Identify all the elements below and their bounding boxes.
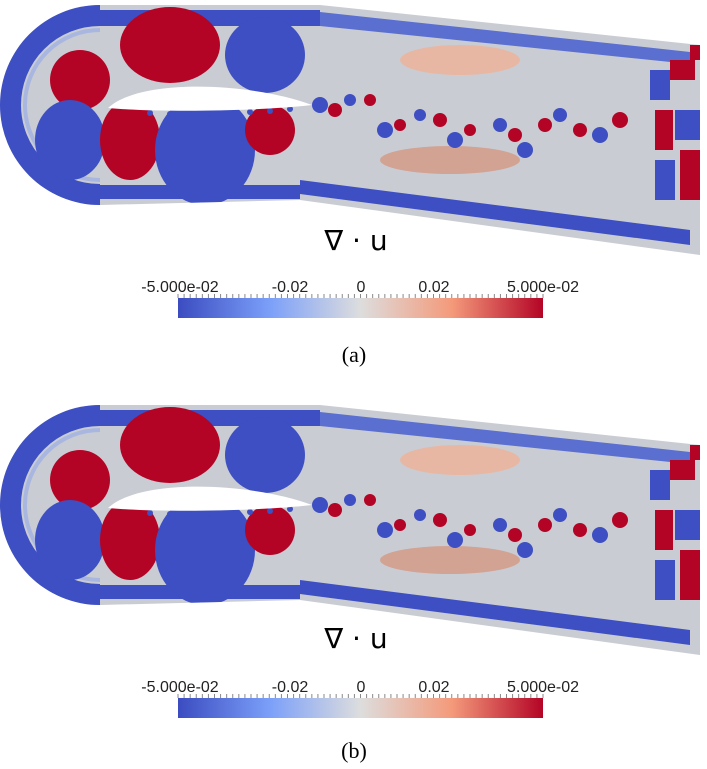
colorbar-label: -5.000e-02 xyxy=(141,279,218,296)
field-plot xyxy=(0,0,707,260)
field-plot xyxy=(0,400,707,660)
panel: ∇ · u -5.000e-02 -0.02 0 0.02 5.000e-02 … xyxy=(141,224,579,367)
colorbar-label: 5.000e-02 xyxy=(507,679,579,696)
colorbar-label: 0 xyxy=(357,279,366,296)
panel: ∇ · u -5.000e-02 -0.02 0 0.02 5.000e-02 … xyxy=(141,622,579,763)
colorbar-label: -5.000e-02 xyxy=(141,679,218,696)
colorbar-label: 5.000e-02 xyxy=(507,279,579,296)
caption: (a) xyxy=(342,342,366,367)
colorbar-label: 0.02 xyxy=(418,679,449,696)
field-title: ∇ · u xyxy=(323,224,387,257)
colorbar xyxy=(178,698,543,718)
colorbar-label: -0.02 xyxy=(272,279,309,296)
colorbar xyxy=(178,298,543,318)
colorbar-label: 0 xyxy=(357,679,366,696)
caption: (b) xyxy=(341,738,367,763)
colorbar-ticks xyxy=(177,294,544,698)
colorbar-label: -0.02 xyxy=(272,679,309,696)
colorbar-label: 0.02 xyxy=(418,279,449,296)
field-title: ∇ · u xyxy=(323,622,387,655)
